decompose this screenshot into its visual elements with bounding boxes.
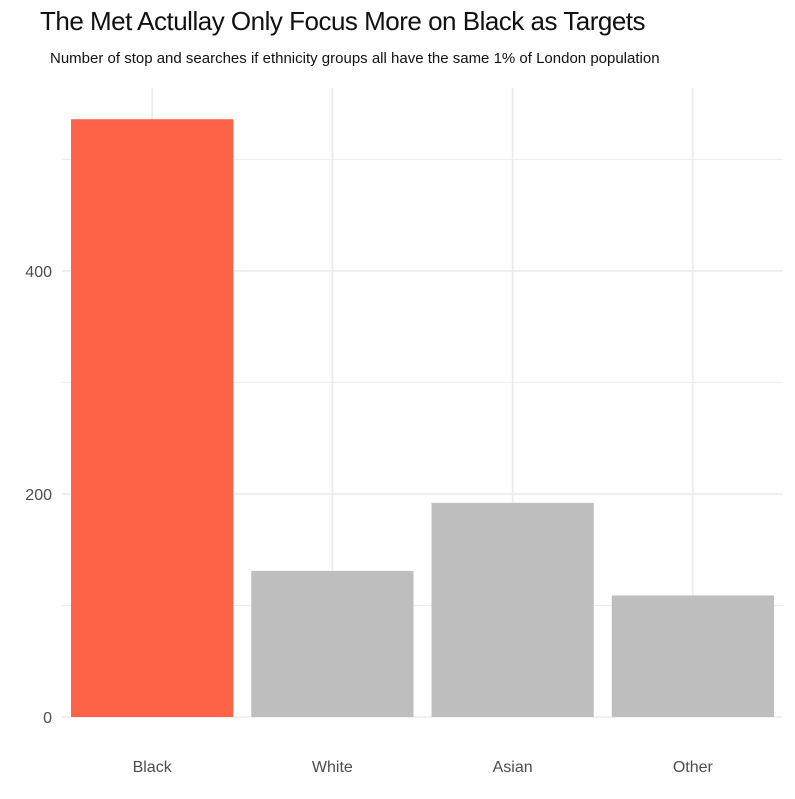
- x-tick-label: Black: [133, 759, 173, 776]
- y-tick-label: 400: [25, 264, 52, 281]
- bar-asian: [431, 502, 594, 717]
- x-tick-label: Asian: [493, 759, 533, 776]
- bar-black: [71, 119, 234, 718]
- y-axis-ticks: 0 200 400: [25, 264, 52, 727]
- x-tick-label: White: [312, 759, 353, 776]
- bars: [71, 119, 774, 718]
- chart-title: The Met Actullay Only Focus More on Blac…: [40, 6, 646, 36]
- y-tick-label: 0: [43, 710, 52, 727]
- bar-other: [611, 595, 774, 717]
- x-axis-ticks: Black White Asian Other: [133, 759, 714, 776]
- y-tick-label: 200: [25, 487, 52, 504]
- bar-white: [251, 570, 414, 717]
- x-tick-label: Other: [673, 759, 714, 776]
- chart-subtitle: Number of stop and searches if ethnicity…: [50, 50, 660, 67]
